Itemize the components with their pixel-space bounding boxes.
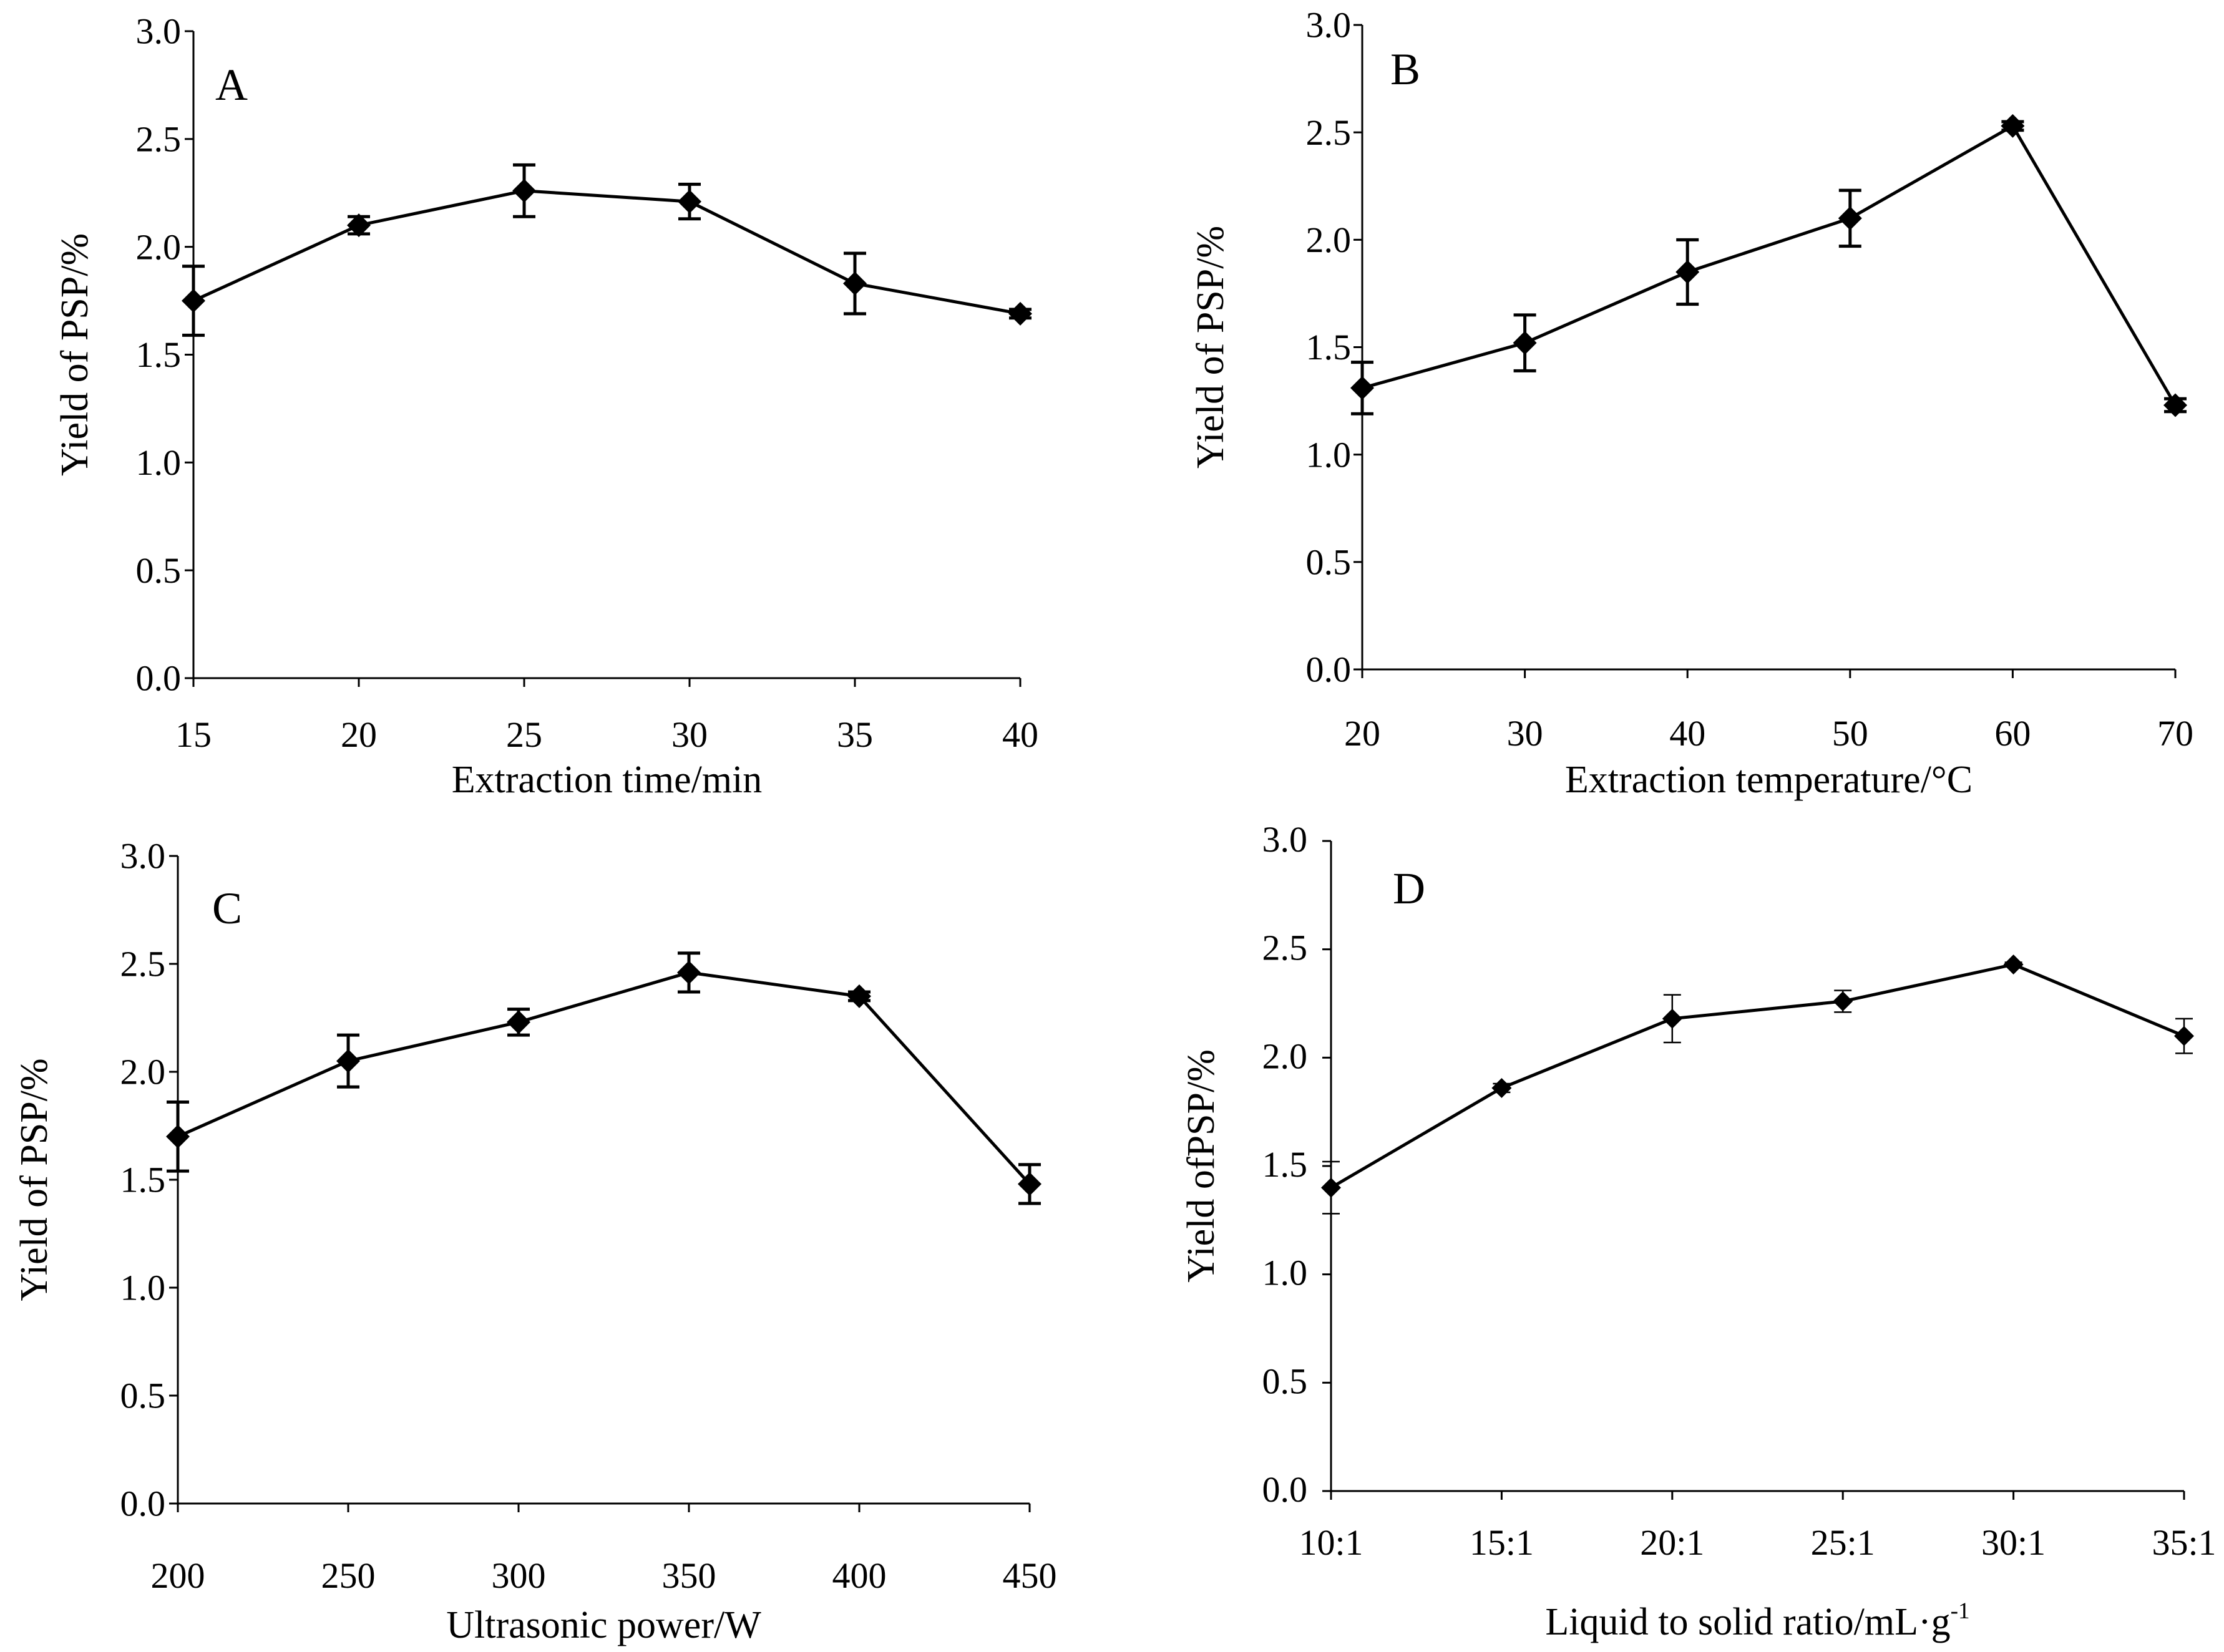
data-point <box>847 984 871 1008</box>
x-tick-label: 20 <box>341 714 377 755</box>
y-tick-label: 2.5 <box>120 944 166 984</box>
x-tick-label: 250 <box>321 1555 376 1596</box>
y-tick-label: 3.0 <box>1262 819 1308 860</box>
y-tick-label: 1.0 <box>1262 1253 1308 1293</box>
x-axis-label: Extraction temperature/°C <box>1565 759 1973 801</box>
y-tick-label: 0.5 <box>1262 1361 1308 1401</box>
y-tick-label: 0.0 <box>136 658 182 699</box>
data-point <box>512 178 536 203</box>
y-tick-label: 1.5 <box>1306 327 1352 367</box>
y-tick-label: 1.5 <box>1262 1144 1308 1185</box>
x-tick-label: 20:1 <box>1640 1522 1704 1563</box>
y-tick-label: 0.0 <box>1262 1469 1308 1510</box>
data-point <box>2163 393 2187 417</box>
chart-panel-d: 0.0 0.5 1.0 1.5 2.0 2.5 3.0 10:1 15:1 20:1 25:1 30:… <box>1180 819 2217 1643</box>
x-tick-label: 30:1 <box>1981 1522 2046 1563</box>
chart-panel-b: 0.0 0.5 1.0 1.5 2.0 2.5 3.0 20 30 40 50 60 70 Extract… <box>1189 5 2193 801</box>
x-tick-label: 40 <box>1002 714 1038 755</box>
data-point <box>1350 376 1374 400</box>
panel-letter: B <box>1390 44 1420 94</box>
x-tick-label: 25 <box>506 714 542 755</box>
x-tick-label: 300 <box>492 1555 546 1596</box>
series-line <box>1362 124 2177 406</box>
y-tick-label: 3.0 <box>136 11 182 52</box>
data-point <box>2174 1026 2194 1046</box>
chart-panel-a: 0.0 0.5 1.0 1.5 2.0 2.5 3.0 15 20 25 30 35 40 Extract… <box>54 11 1038 801</box>
y-tick-label: 3.0 <box>120 836 166 877</box>
data-point <box>1321 1177 1341 1198</box>
x-tick-label: 25:1 <box>1811 1522 1875 1563</box>
panel-letter: D <box>1393 863 1425 913</box>
x-tick-label: 15 <box>175 714 212 755</box>
y-tick-label: 0.0 <box>120 1484 166 1524</box>
data-point <box>2003 954 2024 974</box>
x-tick-label: 20 <box>1344 713 1380 754</box>
y-tick-label: 2.5 <box>1306 112 1352 153</box>
x-tick-label: 30 <box>1507 713 1543 754</box>
data-point <box>1513 331 1537 355</box>
x-axis-label-superscript: -1 <box>1951 1598 1970 1624</box>
series-line <box>192 189 1021 316</box>
y-tick-label: 1.0 <box>136 442 182 483</box>
data-point <box>678 190 701 214</box>
x-tick-label: 400 <box>832 1555 887 1596</box>
data-point <box>1833 991 1853 1012</box>
data-point <box>507 1010 530 1034</box>
data-point <box>1491 1077 1512 1098</box>
data-point <box>843 271 867 296</box>
x-tick-label: 200 <box>151 1555 205 1596</box>
data-point <box>1838 206 1862 230</box>
panel-letter: A <box>215 60 248 110</box>
y-axis-label: Yield of PSP/% <box>13 1058 56 1301</box>
series-line <box>177 971 1031 1185</box>
y-tick-label: 2.0 <box>1306 220 1352 260</box>
x-tick-label: 50 <box>1832 713 1868 754</box>
x-tick-label: 40 <box>1669 713 1705 754</box>
x-tick-label: 15:1 <box>1470 1522 1534 1563</box>
y-tick-label: 0.5 <box>1306 542 1352 583</box>
data-point <box>1008 301 1032 326</box>
series-line <box>1330 963 2185 1189</box>
data-point <box>1675 260 1700 284</box>
x-axis-label: Ultrasonic power/W <box>446 1604 761 1646</box>
data-point <box>2001 114 2025 138</box>
data-point <box>182 289 205 313</box>
data-point <box>1018 1172 1041 1196</box>
y-tick-label: 3.0 <box>1306 5 1352 46</box>
x-axis-label: Extraction time/min <box>452 759 763 801</box>
y-tick-label: 0.5 <box>136 550 182 591</box>
x-tick-label: 35 <box>837 714 873 755</box>
y-tick-label: 2.0 <box>120 1052 166 1092</box>
y-tick-label: 0.0 <box>1306 649 1352 690</box>
chart-panel-c: 0.0 0.5 1.0 1.5 2.0 2.5 3.0 200 250 300 350 400 450 U… <box>13 836 1057 1646</box>
data-point <box>677 960 701 984</box>
x-tick-label: 10:1 <box>1299 1522 1363 1563</box>
x-tick-label: 30 <box>671 714 708 755</box>
y-axis-label: Yield of PSP/% <box>1189 226 1232 469</box>
x-axis-label: Liquid to solid ratio/mL·g-1 <box>1545 1598 1969 1643</box>
y-tick-label: 1.5 <box>120 1160 166 1200</box>
y-tick-label: 1.0 <box>120 1268 166 1308</box>
y-tick-label: 1.5 <box>136 334 182 375</box>
y-tick-label: 2.5 <box>1262 928 1308 968</box>
data-point <box>166 1124 190 1149</box>
y-tick-label: 2.5 <box>136 119 182 160</box>
x-tick-label: 350 <box>662 1555 716 1596</box>
x-tick-label: 450 <box>1003 1555 1057 1596</box>
y-tick-label: 1.0 <box>1306 434 1352 475</box>
data-point <box>347 213 371 238</box>
panel-letter: C <box>212 883 242 933</box>
y-tick-label: 2.0 <box>1262 1036 1308 1076</box>
x-tick-label: 70 <box>2157 713 2193 754</box>
data-point <box>336 1049 360 1073</box>
y-tick-label: 0.5 <box>120 1376 166 1416</box>
y-axis-label: Yield ofPSP/% <box>1180 1049 1222 1283</box>
y-axis-label: Yield of PSP/% <box>54 233 96 476</box>
x-tick-label: 35:1 <box>2152 1522 2216 1563</box>
x-tick-label: 60 <box>1994 713 2031 754</box>
data-point <box>1662 1008 1682 1029</box>
y-tick-label: 2.0 <box>136 226 182 267</box>
